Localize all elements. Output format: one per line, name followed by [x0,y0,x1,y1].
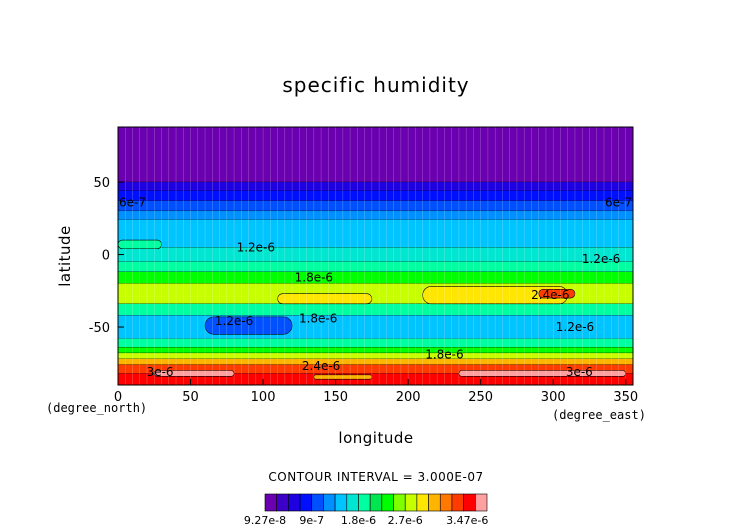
colorbar-labels: 9.27e-8 9e-7 1.8e-6 2.7e-6 3.47e-6 [244,514,488,527]
x-tick-label: 300 [541,390,566,405]
colorbar-swatch [428,493,441,512]
colorbar-label: 9e-7 [299,514,324,527]
humidity-patch [204,316,293,335]
chart-title: specific humidity [282,73,469,97]
humidity-band [118,364,633,374]
colorbar [264,493,488,512]
humidity-band [118,353,633,359]
colorbar-swatch [439,493,453,512]
colorbar-swatch [311,493,324,512]
x-tick-label: 0 [114,390,122,405]
plot-area: 6e-7 6e-7 1.2e-6 1.2e-6 1.8e-6 2.4e-6 1.2e-6 1.… [117,126,634,386]
colorbar-swatch [404,493,418,512]
colorbar-swatch [323,493,336,512]
contour-label: 1.2e-6 [556,320,594,334]
colorbar-swatch [299,493,313,512]
x-tick-label: 350 [613,390,638,405]
humidity-band [118,247,633,262]
colorbar-swatch [346,493,359,512]
colorbar-label: 9.27e-8 [244,514,286,527]
humidity-patch [277,293,373,305]
humidity-band [118,211,633,220]
colorbar-swatch [288,493,301,512]
y-tick-label: -50 [89,321,110,336]
x-tick-label: 200 [396,390,421,405]
y-axis-label: latitude [56,225,74,287]
humidity-band [118,373,633,385]
humidity-band [118,261,633,272]
x-unit: (degree_east) [552,408,646,422]
plot-frame [117,126,634,386]
humidity-band [118,303,633,316]
humidity-band [118,182,633,191]
contour-label: 1.8e-6 [425,348,463,362]
contour-label: 3e-6 [566,365,593,379]
contour-label: 2.4e-6 [302,359,340,373]
contour-label: 1.2e-6 [237,240,275,254]
colorbar-swatch [451,493,464,512]
colorbar-swatch [264,493,277,512]
x-tick-label: 150 [323,390,348,405]
colorbar-swatch [416,493,429,512]
colorbar-swatch [276,493,289,512]
humidity-bands [118,127,633,386]
humidity-band [118,219,633,248]
x-axis-label: longitude [338,429,413,447]
colorbar-label: 1.8e-6 [341,514,376,527]
x-ticks: 0 50 100 150 200 250 300 350 [114,379,638,405]
humidity-band [118,190,633,201]
humidity-band [118,347,633,354]
colorbar-swatch [463,493,476,512]
contour-label: 3e-6 [147,365,174,379]
y-tick-label: 50 [93,176,110,191]
humidity-band [118,200,633,212]
contour-label: 1.2e-6 [215,314,253,328]
x-tick-label: 100 [251,390,276,405]
colorbar-label: 2.7e-6 [388,514,423,527]
humidity-patch [313,374,373,380]
colorbar-swatch [369,493,383,512]
humidity-patch [153,370,235,377]
x-tick-label: 50 [182,390,199,405]
colorbar-swatch [381,493,394,512]
y-unit: (degree_north) [46,401,147,415]
contour-interval-label: CONTOUR INTERVAL = 3.000E-07 [268,470,483,484]
contour-label: 2.4e-6 [531,288,569,302]
humidity-patch [538,289,576,299]
colorbar-swatch [358,493,371,512]
humidity-patches [117,239,627,380]
contour-label: 1.2e-6 [582,252,620,266]
colorbar-swatch [475,493,488,512]
colorbar-swatch [393,493,406,512]
humidity-band [118,338,633,348]
humidity-band [118,271,633,284]
contour-label: 1.8e-6 [299,311,337,325]
humidity-band [118,358,633,365]
humidity-band [118,127,633,183]
y-tick-label: 0 [102,249,110,264]
contour-label: 1.8e-6 [295,271,333,285]
contour-label: 6e-7 [605,195,632,209]
y-ticks: 50 0 -50 [89,176,124,336]
x-tick-label: 250 [468,390,493,405]
contour-label: 6e-7 [119,195,146,209]
humidity-patch [458,370,627,377]
contour-labels: 6e-7 6e-7 1.2e-6 1.2e-6 1.8e-6 2.4e-6 1.2e-6 1.… [119,195,632,379]
colorbar-swatch [334,493,348,512]
colorbar-label: 3.47e-6 [446,514,488,527]
